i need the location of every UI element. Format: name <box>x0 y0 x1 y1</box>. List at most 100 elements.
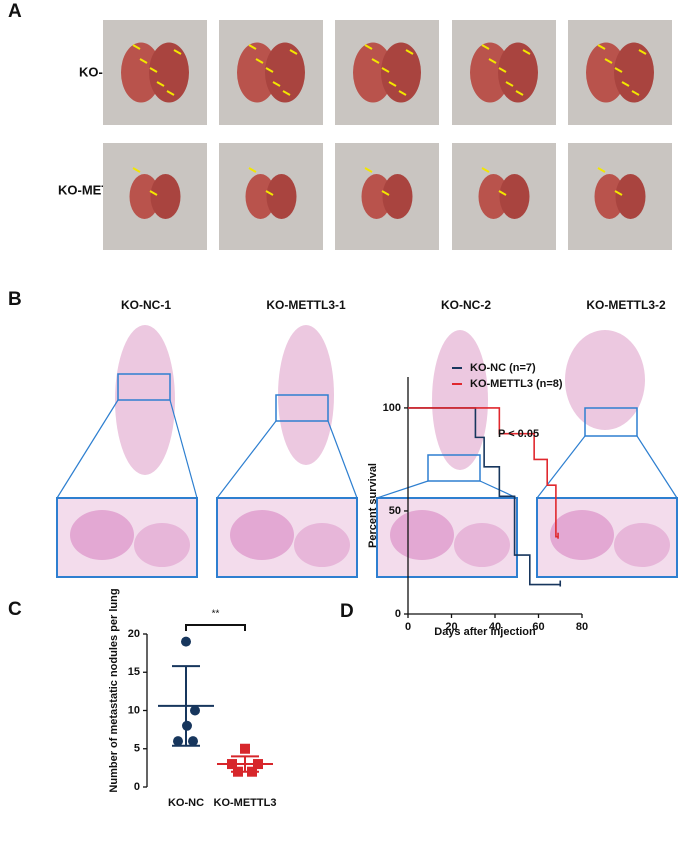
y-tick-label: 100 <box>383 402 401 414</box>
lung <box>121 42 161 103</box>
tissue <box>432 330 488 470</box>
arrow <box>132 44 141 50</box>
y-axis-label: Percent survival <box>367 463 379 548</box>
lung <box>381 42 421 103</box>
lung <box>245 174 276 219</box>
lung <box>129 174 160 219</box>
lung <box>586 42 626 103</box>
x-tick-label: 60 <box>532 621 544 633</box>
x-tick-label: 80 <box>576 621 588 633</box>
y-tick-label: 0 <box>134 781 140 793</box>
lung <box>265 42 305 103</box>
arrow <box>614 190 623 196</box>
arrow <box>614 67 623 73</box>
arrow <box>166 90 175 96</box>
arrow <box>481 167 490 173</box>
legend-label: KO-NC (n=7) <box>470 362 536 374</box>
survival-line <box>408 407 559 538</box>
point <box>173 736 183 747</box>
lung <box>237 42 277 103</box>
x-axis-label: Days after injection <box>434 626 536 638</box>
p-value: P < 0.05 <box>498 428 539 440</box>
tissue <box>565 330 645 430</box>
zoom-box <box>427 454 481 482</box>
point <box>227 759 237 770</box>
arrow <box>364 167 373 173</box>
arrow <box>255 58 264 64</box>
zoom-line <box>376 480 429 499</box>
arrow <box>597 44 606 50</box>
arrow <box>638 49 647 55</box>
arrow <box>604 58 613 64</box>
lung <box>615 174 646 219</box>
tissue <box>294 523 350 567</box>
arrow <box>481 44 490 50</box>
y-tick-label: 15 <box>128 666 140 678</box>
column-label: KO-NC-1 <box>121 298 171 312</box>
arrow <box>364 44 373 50</box>
point <box>233 766 243 777</box>
arrow <box>248 167 257 173</box>
arrow <box>381 67 390 73</box>
lung <box>149 42 189 103</box>
lung <box>594 174 625 219</box>
panel-label: D <box>340 601 354 622</box>
y-tick-label: 5 <box>134 743 140 755</box>
arrow <box>388 81 397 87</box>
zoom-box <box>117 373 171 401</box>
tissue <box>230 510 294 560</box>
zoom-line <box>479 480 518 499</box>
arrow <box>631 90 640 96</box>
tissue <box>614 523 670 567</box>
point <box>181 636 191 647</box>
y-tick-label: 0 <box>395 608 401 620</box>
lung <box>478 174 509 219</box>
arrow <box>621 81 630 87</box>
lung <box>614 42 654 103</box>
arrow <box>398 90 407 96</box>
lung <box>361 174 392 219</box>
lung <box>382 174 413 219</box>
arrow <box>149 67 158 73</box>
arrow <box>265 190 274 196</box>
zoom-line <box>636 435 678 499</box>
arrow <box>289 49 298 55</box>
zoom-line <box>327 420 358 499</box>
y-axis-label: Number of metastatic nodules per lung <box>108 588 120 792</box>
arrow <box>498 67 507 73</box>
point <box>188 736 198 747</box>
arrow <box>282 90 291 96</box>
x-tick-label: 0 <box>405 621 411 633</box>
tissue <box>390 510 454 560</box>
arrow <box>139 58 148 64</box>
column-label: KO-METTL3-2 <box>586 298 666 312</box>
arrow <box>173 49 182 55</box>
significance-label: ** <box>212 609 220 620</box>
arrow <box>248 44 257 50</box>
arrow <box>505 81 514 87</box>
histology-grid <box>56 325 678 578</box>
point <box>182 720 192 731</box>
arrow <box>132 167 141 173</box>
panel-label: C <box>8 599 22 620</box>
arrow <box>405 49 414 55</box>
lung <box>353 42 393 103</box>
tissue <box>70 510 134 560</box>
arrow <box>149 190 158 196</box>
significance-bracket <box>185 624 246 631</box>
arrow <box>498 190 507 196</box>
point <box>253 759 263 770</box>
y-tick-label: 10 <box>128 704 140 716</box>
tissue <box>454 523 510 567</box>
panel-label: A <box>8 1 22 22</box>
arrow <box>381 190 390 196</box>
point <box>190 705 200 716</box>
legend-label: KO-METTL3 (n=8) <box>470 378 563 390</box>
point <box>247 766 257 777</box>
arrow <box>371 58 380 64</box>
arrow <box>265 67 274 73</box>
column-label: KO-METTL3-1 <box>266 298 346 312</box>
panel-label: B <box>8 289 22 310</box>
photo-grid <box>103 20 672 250</box>
arrow <box>156 81 165 87</box>
